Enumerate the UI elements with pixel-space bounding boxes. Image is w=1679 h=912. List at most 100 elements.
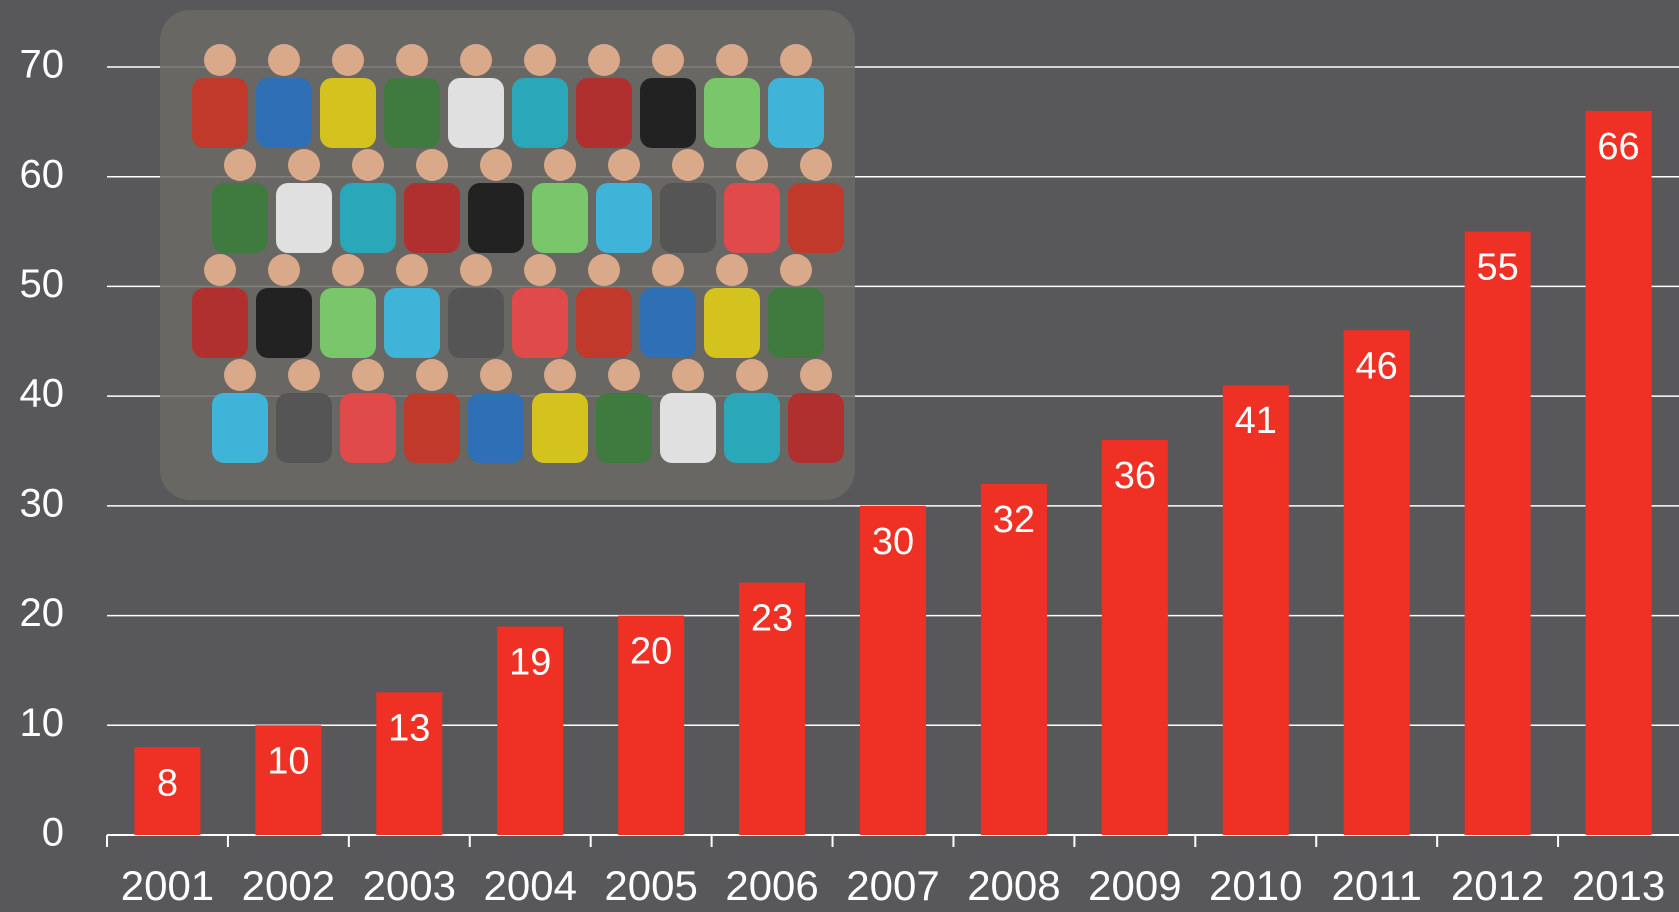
y-tick-label: 20	[20, 591, 65, 635]
photo-person-body	[212, 393, 268, 463]
photo-person-head	[332, 44, 364, 76]
photo-person-body	[404, 393, 460, 463]
value-label: 13	[388, 707, 430, 749]
photo-person-body	[532, 183, 588, 253]
photo-person-body	[576, 78, 632, 148]
photo-person-body	[212, 183, 268, 253]
bar	[1465, 232, 1531, 835]
photo-person-head	[268, 44, 300, 76]
bar	[1586, 111, 1652, 835]
photo-person-body	[404, 183, 460, 253]
photo-person-body	[640, 288, 696, 358]
photo-person-head	[396, 44, 428, 76]
photo-person-body	[704, 288, 760, 358]
x-tick-label: 2001	[121, 862, 214, 909]
photo-person-head	[608, 359, 640, 391]
photo-person-head	[588, 44, 620, 76]
y-tick-label: 60	[20, 152, 65, 196]
photo-person-body	[468, 393, 524, 463]
y-tick-label: 30	[20, 481, 65, 525]
x-tick-label: 2012	[1451, 862, 1544, 909]
x-tick-label: 2006	[725, 862, 818, 909]
photo-person-head	[524, 44, 556, 76]
value-label: 32	[993, 499, 1035, 541]
photo-person-head	[588, 254, 620, 286]
bar	[1223, 385, 1289, 835]
x-tick-label: 2003	[363, 862, 456, 909]
y-tick-label: 0	[42, 811, 64, 855]
photo-person-head	[800, 359, 832, 391]
photo-person-head	[396, 254, 428, 286]
photo-person-body	[788, 183, 844, 253]
photo-person-body	[768, 288, 824, 358]
photo-person-head	[608, 149, 640, 181]
photo-person-head	[204, 44, 236, 76]
y-tick-label: 70	[20, 43, 65, 87]
bar	[1102, 440, 1168, 835]
photo-person-head	[672, 149, 704, 181]
y-tick-label: 40	[20, 372, 65, 416]
x-tick-label: 2004	[484, 862, 577, 909]
value-label: 19	[509, 642, 551, 684]
photo-person-body	[448, 288, 504, 358]
page: 0102030405060702001820021020031320041920…	[0, 0, 1679, 912]
photo-person-body	[320, 78, 376, 148]
photo-person-head	[652, 44, 684, 76]
photo-person-head	[288, 149, 320, 181]
photo-person-head	[716, 44, 748, 76]
photo-person-body	[640, 78, 696, 148]
photo-person-head	[416, 149, 448, 181]
photo-person-body	[276, 183, 332, 253]
x-tick-label: 2002	[242, 862, 335, 909]
photo-person-body	[596, 393, 652, 463]
chart: 0102030405060702001820021020031320041920…	[0, 0, 1679, 912]
photo-person-head	[480, 359, 512, 391]
photo-person-head	[460, 254, 492, 286]
photo-person-body	[768, 78, 824, 148]
photo-person-body	[192, 78, 248, 148]
photo-person-head	[224, 149, 256, 181]
x-tick-label: 2007	[846, 862, 939, 909]
photo-person-body	[512, 288, 568, 358]
photo-person-body	[660, 393, 716, 463]
photo-person-body	[276, 393, 332, 463]
photo-person-head	[716, 254, 748, 286]
photo-person-body	[340, 393, 396, 463]
photo-person-head	[524, 254, 556, 286]
photo-person-body	[660, 183, 716, 253]
value-label: 46	[1356, 345, 1398, 387]
photo-person-head	[480, 149, 512, 181]
photo-person-body	[256, 78, 312, 148]
x-tick-label: 2005	[604, 862, 697, 909]
photo-person-head	[460, 44, 492, 76]
photo-person-head	[288, 359, 320, 391]
photo-person-body	[320, 288, 376, 358]
photo-person-body	[724, 183, 780, 253]
photo-person-body	[384, 288, 440, 358]
photo-person-head	[332, 254, 364, 286]
x-tick-label: 2013	[1572, 862, 1665, 909]
photo-person-body	[596, 183, 652, 253]
photo-person-head	[544, 359, 576, 391]
value-label: 55	[1476, 247, 1518, 289]
photo-person-body	[448, 78, 504, 148]
photo-person-head	[800, 149, 832, 181]
photo-person-head	[204, 254, 236, 286]
photo-person-head	[352, 149, 384, 181]
value-label: 30	[872, 521, 914, 563]
photo-person-body	[576, 288, 632, 358]
x-tick-label: 2008	[967, 862, 1060, 909]
value-label: 20	[630, 631, 672, 673]
value-label: 66	[1597, 126, 1639, 168]
photo-person-body	[532, 393, 588, 463]
photo-person-body	[384, 78, 440, 148]
x-tick-label: 2011	[1332, 862, 1422, 909]
team-photo	[160, 10, 855, 500]
photo-person-body	[340, 183, 396, 253]
value-label: 41	[1235, 400, 1277, 442]
photo-person-body	[256, 288, 312, 358]
value-label: 10	[267, 740, 309, 782]
photo-person-head	[672, 359, 704, 391]
value-label: 36	[1114, 455, 1156, 497]
photo-person-head	[652, 254, 684, 286]
